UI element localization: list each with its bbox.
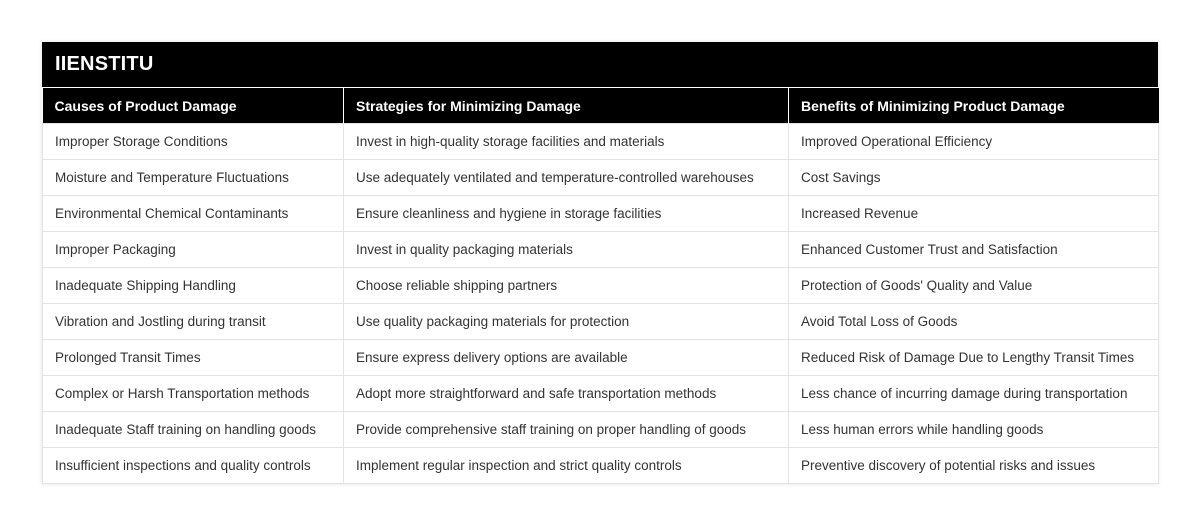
cell-benefit: Less chance of incurring damage during t… — [788, 375, 1159, 412]
table-row: Environmental Chemical Contaminants Ensu… — [42, 195, 1159, 232]
cell-benefit: Avoid Total Loss of Goods — [788, 303, 1159, 340]
table-row: Improper Storage Conditions Invest in hi… — [42, 123, 1159, 160]
cell-cause: Vibration and Jostling during transit — [42, 303, 344, 340]
cell-benefit: Reduced Risk of Damage Due to Lengthy Tr… — [788, 339, 1159, 376]
cell-strategy: Invest in quality packaging materials — [343, 231, 789, 268]
cell-strategy: Use adequately ventilated and temperatur… — [343, 159, 789, 196]
table-row: Inadequate Staff training on handling go… — [42, 411, 1159, 448]
table-header: Causes of Product Damage Strategies for … — [42, 87, 1159, 124]
table-row: Insufficient inspections and quality con… — [42, 447, 1159, 484]
cell-benefit: Preventive discovery of potential risks … — [788, 447, 1159, 484]
table-row: Inadequate Shipping Handling Choose reli… — [42, 267, 1159, 304]
column-header-strategies: Strategies for Minimizing Damage — [343, 87, 789, 124]
cell-benefit: Improved Operational Efficiency — [788, 123, 1159, 160]
column-header-benefits: Benefits of Minimizing Product Damage — [788, 87, 1159, 124]
cell-cause: Insufficient inspections and quality con… — [42, 447, 344, 484]
table-row: Vibration and Jostling during transit Us… — [42, 303, 1159, 340]
table-row: Complex or Harsh Transportation methods … — [42, 375, 1159, 412]
table-title: IIENSTITU — [42, 42, 1158, 87]
cell-cause: Inadequate Staff training on handling go… — [42, 411, 344, 448]
table-row: Moisture and Temperature Fluctuations Us… — [42, 159, 1159, 196]
cell-strategy: Adopt more straightforward and safe tran… — [343, 375, 789, 412]
cell-cause: Complex or Harsh Transportation methods — [42, 375, 344, 412]
table-body: Improper Storage Conditions Invest in hi… — [42, 123, 1159, 484]
cell-strategy: Provide comprehensive staff training on … — [343, 411, 789, 448]
header-row: Causes of Product Damage Strategies for … — [42, 87, 1159, 124]
cell-benefit: Enhanced Customer Trust and Satisfaction — [788, 231, 1159, 268]
cell-benefit: Less human errors while handling goods — [788, 411, 1159, 448]
column-header-causes: Causes of Product Damage — [42, 87, 344, 124]
cell-strategy: Implement regular inspection and strict … — [343, 447, 789, 484]
cell-strategy: Ensure cleanliness and hygiene in storag… — [343, 195, 789, 232]
cell-cause: Prolonged Transit Times — [42, 339, 344, 376]
cell-strategy: Ensure express delivery options are avai… — [343, 339, 789, 376]
cell-benefit: Protection of Goods' Quality and Value — [788, 267, 1159, 304]
data-table: Causes of Product Damage Strategies for … — [42, 87, 1159, 484]
cell-benefit: Cost Savings — [788, 159, 1159, 196]
table-row: Prolonged Transit Times Ensure express d… — [42, 339, 1159, 376]
cell-benefit: Increased Revenue — [788, 195, 1159, 232]
cell-cause: Improper Packaging — [42, 231, 344, 268]
cell-strategy: Use quality packaging materials for prot… — [343, 303, 789, 340]
cell-cause: Environmental Chemical Contaminants — [42, 195, 344, 232]
table-container: IIENSTITU Causes of Product Damage Strat… — [42, 42, 1159, 484]
cell-cause: Inadequate Shipping Handling — [42, 267, 344, 304]
cell-cause: Moisture and Temperature Fluctuations — [42, 159, 344, 196]
table-row: Improper Packaging Invest in quality pac… — [42, 231, 1159, 268]
cell-strategy: Invest in high-quality storage facilitie… — [343, 123, 789, 160]
cell-strategy: Choose reliable shipping partners — [343, 267, 789, 304]
cell-cause: Improper Storage Conditions — [42, 123, 344, 160]
